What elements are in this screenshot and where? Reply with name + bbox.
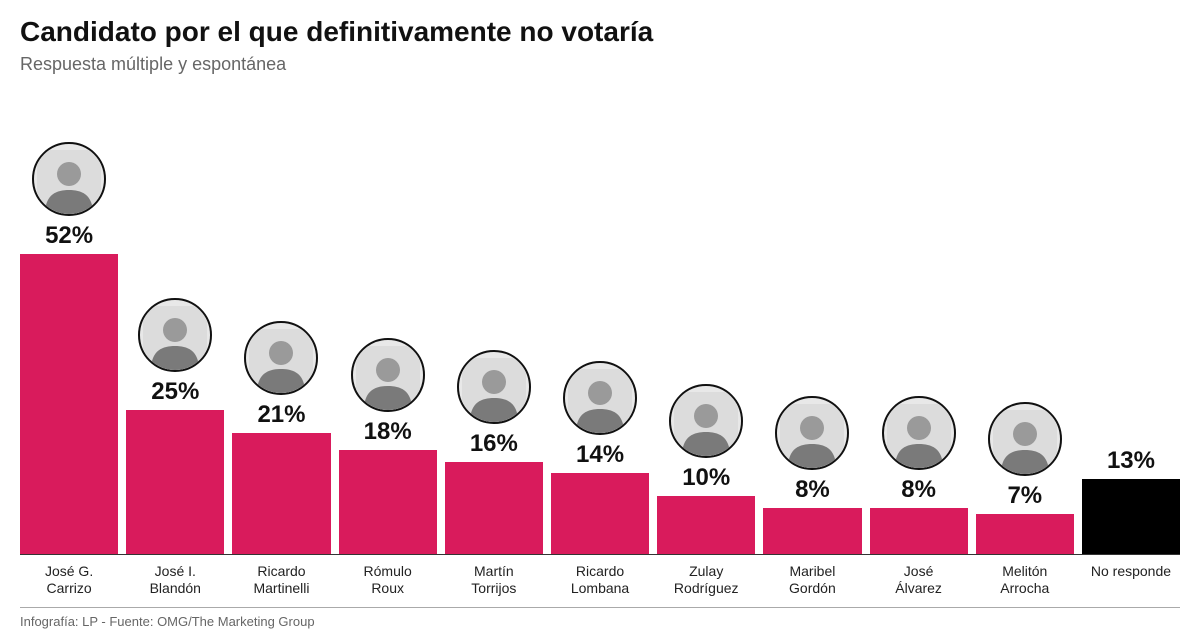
- bar-group: 13%: [1082, 95, 1180, 554]
- footer-rule: [20, 607, 1180, 608]
- bar-value-label: 21%: [257, 401, 305, 429]
- x-axis-label: RicardoLombana: [551, 563, 649, 597]
- bar-value-label: 7%: [1007, 482, 1042, 510]
- chart-title: Candidato por el que definitivamente no …: [20, 16, 1180, 48]
- bar: [445, 462, 543, 554]
- bar-value-label: 8%: [795, 476, 830, 504]
- person-icon: [356, 346, 420, 410]
- person-icon: [780, 404, 844, 468]
- bar-value-label: 10%: [682, 464, 730, 492]
- bar: [657, 496, 755, 554]
- person-icon: [462, 358, 526, 422]
- candidate-portrait: [457, 350, 531, 424]
- bar: [20, 254, 118, 554]
- bar-group: 21%: [232, 95, 330, 554]
- x-axis-label: RómuloRoux: [339, 563, 437, 597]
- bar: [870, 508, 968, 554]
- bar-value-label: 14%: [576, 441, 624, 469]
- person-icon: [674, 392, 738, 456]
- x-axis-label: RicardoMartinelli: [232, 563, 330, 597]
- bar-value-label: 8%: [901, 476, 936, 504]
- person-icon: [993, 410, 1057, 474]
- bar-group: 7%: [976, 95, 1074, 554]
- person-icon: [568, 369, 632, 433]
- person-icon: [143, 306, 207, 370]
- x-axis-label: JoséÁlvarez: [870, 563, 968, 597]
- chart-subtitle: Respuesta múltiple y espontánea: [20, 54, 1180, 75]
- candidate-portrait: [988, 402, 1062, 476]
- bar: [1082, 479, 1180, 554]
- bar-value-label: 13%: [1107, 447, 1155, 475]
- bar-group: 16%: [445, 95, 543, 554]
- bar-group: 8%: [870, 95, 968, 554]
- bar-value-label: 16%: [470, 430, 518, 458]
- x-axis-label: MaribelGordón: [763, 563, 861, 597]
- chart-area: 52% 25% 21% 18% 16% 14% 10% 8% 8% 7% 13%: [20, 95, 1180, 555]
- x-axis-label: No responde: [1082, 563, 1180, 597]
- bar: [763, 508, 861, 554]
- person-icon: [37, 150, 101, 214]
- x-axis-label: MartínTorrijos: [445, 563, 543, 597]
- bar-group: 14%: [551, 95, 649, 554]
- bar-group: 25%: [126, 95, 224, 554]
- bar-value-label: 25%: [151, 378, 199, 406]
- candidate-portrait: [882, 396, 956, 470]
- person-icon: [887, 404, 951, 468]
- bar-group: 52%: [20, 95, 118, 554]
- candidate-portrait: [244, 321, 318, 395]
- candidate-portrait: [775, 396, 849, 470]
- bar: [551, 473, 649, 554]
- bar: [976, 514, 1074, 554]
- bar-value-label: 52%: [45, 222, 93, 250]
- candidate-portrait: [563, 361, 637, 435]
- x-axis-label: José G.Carrizo: [20, 563, 118, 597]
- bar-group: 18%: [339, 95, 437, 554]
- x-axis-label: ZulayRodríguez: [657, 563, 755, 597]
- candidate-portrait: [351, 338, 425, 412]
- x-axis-labels: José G.CarrizoJosé I.BlandónRicardoMarti…: [20, 563, 1180, 597]
- candidate-portrait: [32, 142, 106, 216]
- bar: [339, 450, 437, 554]
- bar-group: 10%: [657, 95, 755, 554]
- x-axis-label: MelitónArrocha: [976, 563, 1074, 597]
- x-axis-label: José I.Blandón: [126, 563, 224, 597]
- bar-value-label: 18%: [364, 418, 412, 446]
- bar: [232, 433, 330, 554]
- bar-group: 8%: [763, 95, 861, 554]
- candidate-portrait: [669, 384, 743, 458]
- person-icon: [249, 329, 313, 393]
- bar: [126, 410, 224, 554]
- candidate-portrait: [138, 298, 212, 372]
